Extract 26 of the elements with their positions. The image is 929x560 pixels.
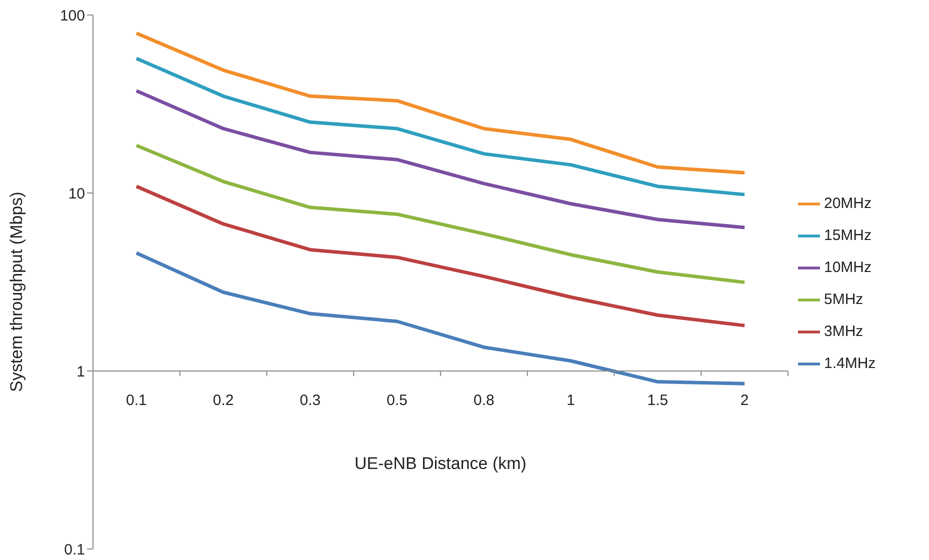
x-tick-label: 0.2 <box>212 392 234 409</box>
legend-label: 5MHz <box>824 291 864 308</box>
x-tick-label: 0.8 <box>474 392 494 409</box>
y-tick-label: 100 <box>60 7 85 24</box>
x-tick-label: 0.5 <box>386 392 408 409</box>
line-series <box>134 89 746 230</box>
x-tick-label: 0.3 <box>300 392 321 409</box>
line-series <box>134 56 746 196</box>
x-tick-label: 1.5 <box>647 392 668 409</box>
legend-label: 3MHz <box>824 323 864 340</box>
legend-label: 1.4MHz <box>824 355 876 372</box>
legend-label: 20MHz <box>824 195 872 212</box>
line-series <box>134 184 746 328</box>
x-axis-title: UE-eNB Distance (km) <box>354 454 526 473</box>
x-tick-label: 0.1 <box>126 392 147 409</box>
line-series <box>134 144 746 284</box>
x-tick-label: 2 <box>740 392 749 409</box>
legend-label: 10MHz <box>824 259 872 276</box>
line-series <box>134 251 746 386</box>
y-tick-label: 1 <box>76 363 85 380</box>
line-series <box>134 31 746 174</box>
legend-label: 15MHz <box>824 227 872 244</box>
y-tick-label: 10 <box>68 185 85 202</box>
y-axis-title: System throughput (Mbps) <box>7 192 26 392</box>
y-tick-label: 0.1 <box>64 541 85 558</box>
x-tick-label: 1 <box>566 392 575 409</box>
